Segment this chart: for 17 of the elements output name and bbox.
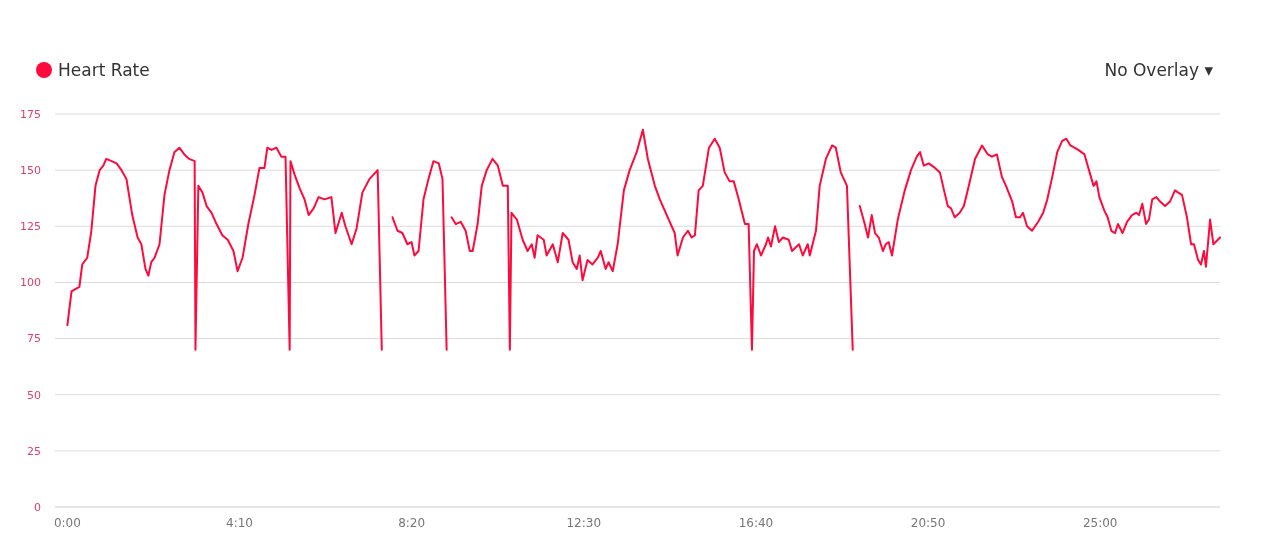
x-tick-label: 12:30 [566,516,602,530]
y-tick-label: 25 [27,444,41,458]
y-tick-label: 50 [27,388,41,402]
x-tick-label: 8:20 [398,516,426,530]
x-tick-label: 20:50 [910,516,946,530]
x-tick-label: 0:00 [53,516,81,530]
y-tick-label: 125 [20,220,41,234]
x-tick-label: 4:10 [226,516,254,530]
y-tick-label: 150 [20,163,41,177]
y-tick-label: 100 [20,276,41,290]
legend-label: Heart Rate [58,59,150,80]
y-tick-label: 75 [27,332,41,346]
x-tick-label: 16:40 [738,516,774,530]
text: No Overlay ▾ [1104,59,1214,80]
y-tick-label: 0 [34,500,41,514]
y-tick-label: 175 [20,107,41,121]
x-tick-label: 25:00 [1082,516,1118,530]
